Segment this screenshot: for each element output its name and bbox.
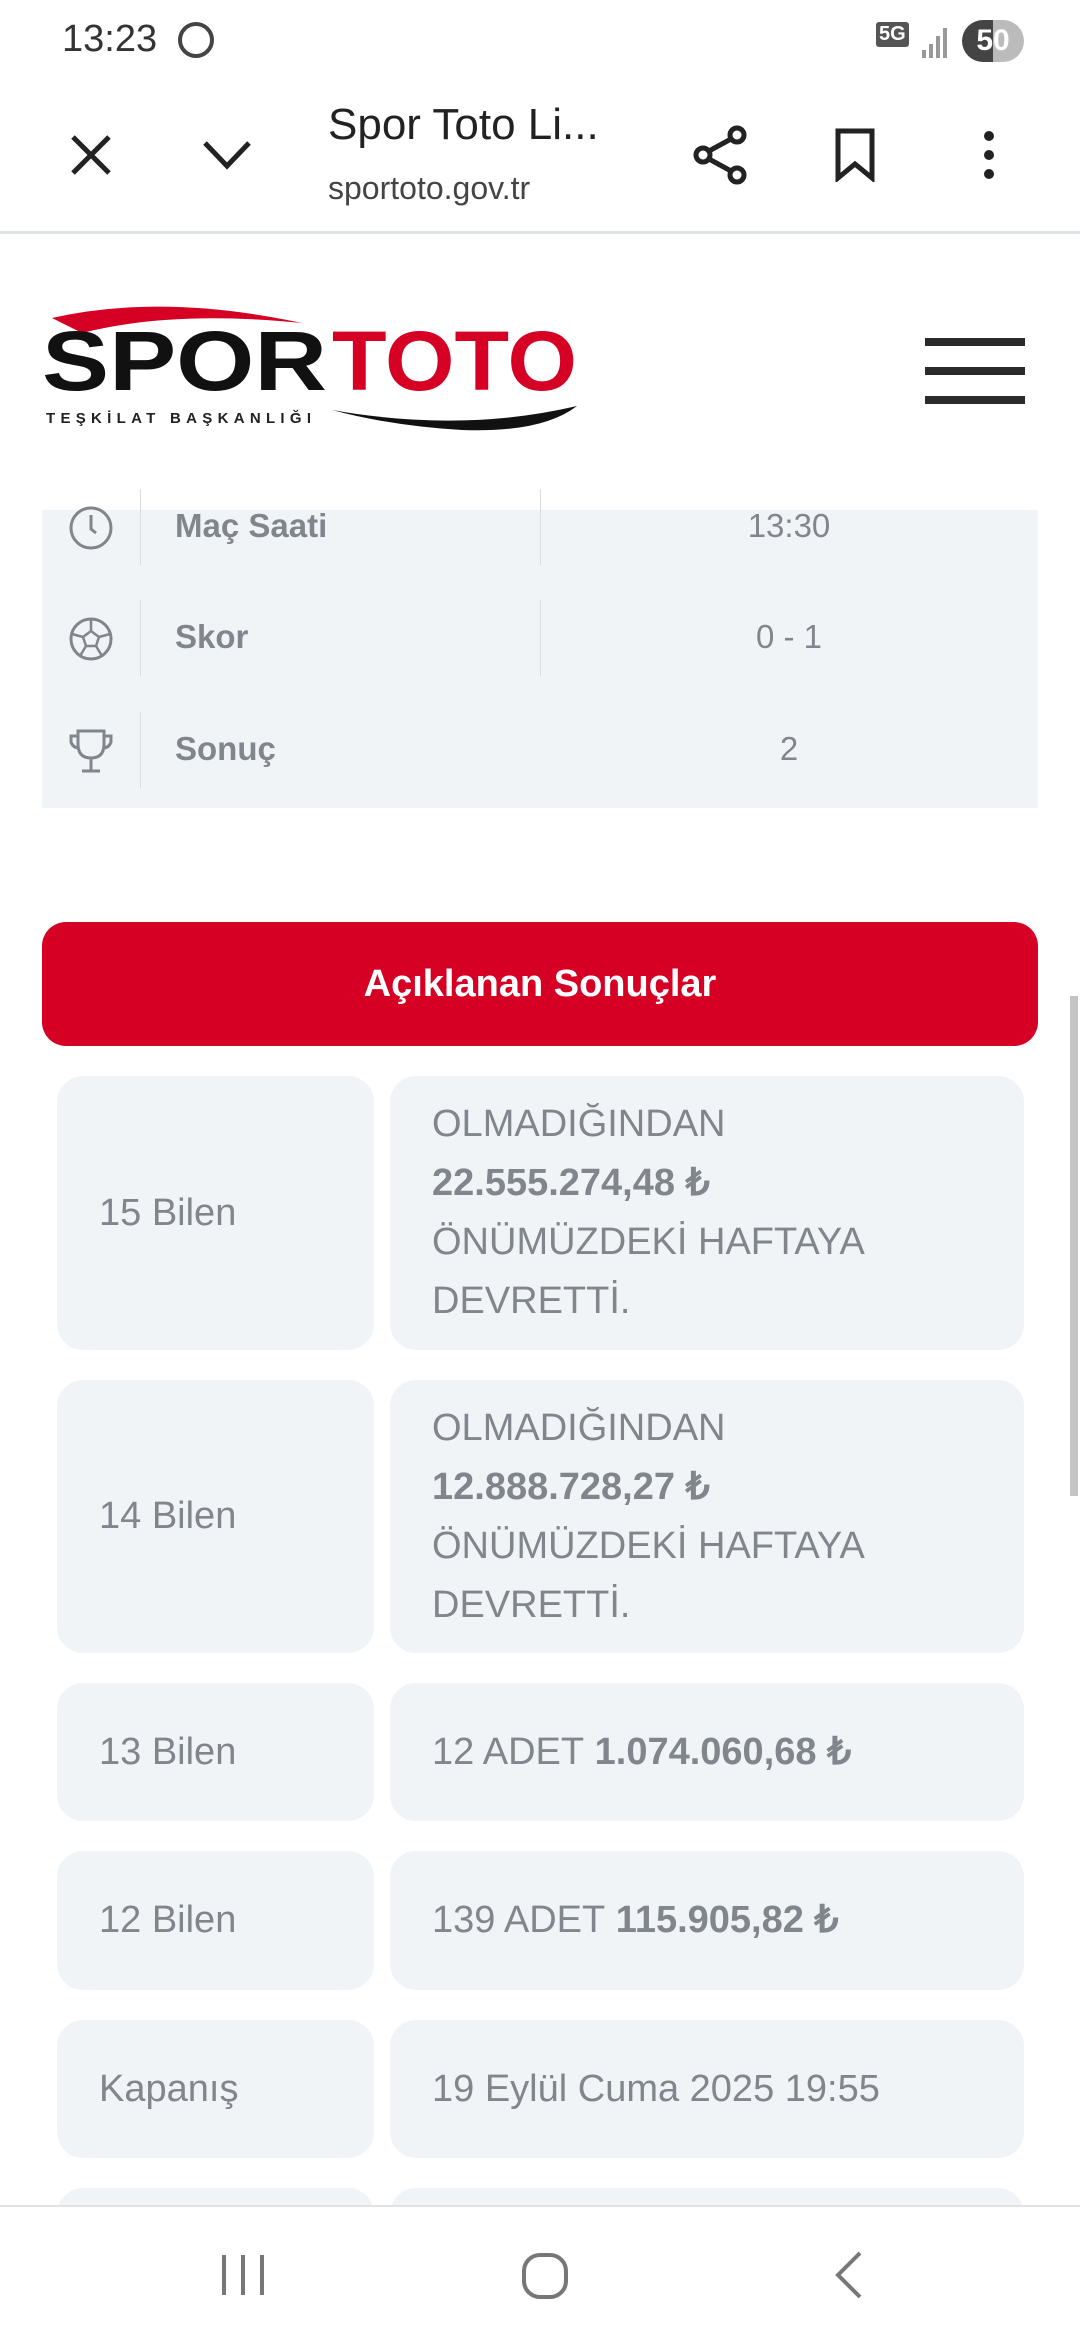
result-pre: 12 ADET <box>432 1730 585 1773</box>
back-icon[interactable] <box>830 2247 866 2303</box>
sportoto-logo[interactable]: SPOR TOTO TEŞKİLAT BAŞKANLIĞI <box>42 298 582 433</box>
announced-results-button[interactable]: Açıklanan Sonuçlar <box>42 922 1038 1046</box>
result-amount: 12.888.728,27 ₺ <box>432 1465 710 1508</box>
info-label: Sonuç <box>175 730 276 767</box>
info-row-result: Sonuç 2 <box>42 710 1038 790</box>
soccer-ball-icon <box>69 617 113 661</box>
svg-text:SPOR: SPOR <box>42 314 327 408</box>
site-header: SPOR TOTO TEŞKİLAT BAŞKANLIĞI <box>0 236 1080 510</box>
result-pre: OLMADIĞINDAN <box>432 1406 726 1449</box>
info-value: 0 - 1 <box>755 618 823 655</box>
result-value: 139 ADET 115.905,82 ₺ <box>390 1851 1024 1990</box>
result-value: OLMADIĞINDAN 12.888.728,27 ₺ ÖNÜMÜZDEKİ HA… <box>390 1380 1024 1653</box>
hamburger-menu-icon[interactable] <box>925 338 1025 404</box>
chevron-down-icon[interactable] <box>192 120 262 190</box>
whatsapp-icon <box>178 22 214 58</box>
result-label: 14 Bilen <box>57 1380 374 1653</box>
info-row-score: Skor 0 - 1 <box>42 598 1038 678</box>
signal-icon <box>922 26 948 58</box>
svg-text:TOTO: TOTO <box>332 314 577 408</box>
result-label: 13 Bilen <box>57 1683 374 1821</box>
home-icon[interactable] <box>520 2247 570 2303</box>
trophy-icon <box>69 729 113 773</box>
info-row-match-time: Maç Saati 13:30 <box>42 487 1038 567</box>
browser-toolbar: Spor Toto Li... sportoto.gov.tr <box>0 80 1080 234</box>
result-value: OLMADIĞINDAN 22.555.274,48 ₺ ÖNÜMÜZDEKİ HA… <box>390 1076 1024 1350</box>
info-value: 2 <box>779 730 799 767</box>
recent-apps-icon[interactable] <box>220 2247 266 2303</box>
result-amount: 115.905,82 ₺ <box>615 1899 839 1941</box>
result-value: 12 ADET 1.074.060,68 ₺ <box>390 1683 1024 1821</box>
result-amount: 22.555.274,48 ₺ <box>432 1162 710 1204</box>
status-bar: 13:23 5G 50 <box>0 0 1080 80</box>
page-scrollbar[interactable] <box>1070 996 1078 1496</box>
svg-text:TEŞKİLAT BAŞKANLIĞI: TEŞKİLAT BAŞKANLIĞI <box>46 409 311 427</box>
closing-value: 19 Eylül Cuma 2025 19:55 <box>390 2020 1024 2158</box>
info-label: Skor <box>175 618 249 655</box>
status-time: 13:23 <box>62 18 158 60</box>
battery-icon: 50 <box>962 20 1024 62</box>
match-info-table: Maç Saati 13:30 Skor 0 - 1 Sonuç 2 <box>42 489 1038 808</box>
page-url[interactable]: sportoto.gov.tr <box>328 170 531 206</box>
more-vert-icon[interactable] <box>954 120 1024 190</box>
result-pre: OLMADIĞINDAN <box>432 1103 726 1145</box>
result-label: 15 Bilen <box>57 1076 374 1350</box>
closing-label: Kapanış <box>57 2020 374 2158</box>
info-label: Maç Saati <box>175 507 328 544</box>
system-nav-bar <box>0 2205 1080 2340</box>
bookmark-icon[interactable] <box>820 120 890 190</box>
info-value: 13:30 <box>747 507 831 544</box>
result-post: ÖNÜMÜZDEKİ HAFTAYA DEVRETTİ. <box>432 1524 863 1626</box>
page-title: Spor Toto Li... <box>328 100 599 149</box>
result-label: 12 Bilen <box>57 1851 374 1990</box>
network-5g-icon: 5G <box>876 22 909 47</box>
clock-icon <box>69 506 113 550</box>
result-amount: 1.074.060,68 ₺ <box>594 1730 852 1773</box>
result-pre: 139 ADET <box>432 1899 606 1941</box>
share-icon[interactable] <box>686 120 756 190</box>
result-post: ÖNÜMÜZDEKİ HAFTAYA DEVRETTİ. <box>432 1221 863 1322</box>
close-icon[interactable] <box>56 120 126 190</box>
